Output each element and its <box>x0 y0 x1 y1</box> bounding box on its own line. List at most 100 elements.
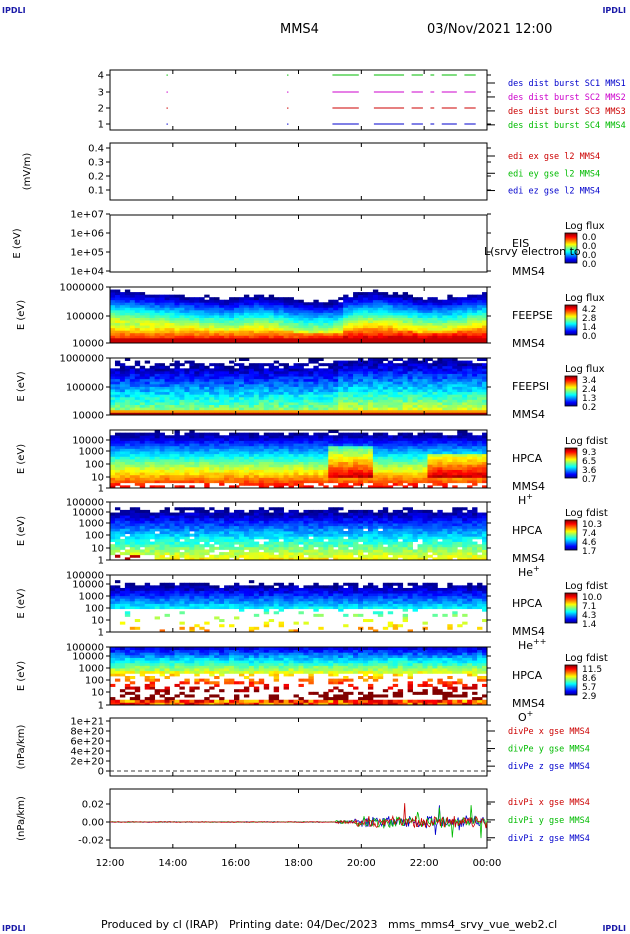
heatmap-cell <box>224 412 230 416</box>
heatmap-cell <box>159 443 165 447</box>
heatmap-cell <box>323 376 329 380</box>
heatmap-cell <box>219 477 225 481</box>
heatmap-cell <box>313 443 319 447</box>
heatmap-cell <box>447 461 453 465</box>
heatmap-cell <box>472 448 478 452</box>
heatmap-cell <box>159 461 165 465</box>
heatmap-cell <box>114 512 121 516</box>
heatmap-cell <box>387 469 394 473</box>
heatmap-cell <box>124 456 131 460</box>
heatmap-cell <box>417 378 423 382</box>
heatmap-cell <box>303 373 309 377</box>
heatmap-cell <box>278 381 285 385</box>
heatmap-cell <box>417 404 423 408</box>
heatmap-cell <box>204 309 210 313</box>
heatmap-cell <box>367 370 374 374</box>
heatmap-cell <box>288 451 294 455</box>
heatmap-cell <box>397 315 404 318</box>
heatmap-cell <box>199 363 205 367</box>
heatmap-cell <box>229 386 235 390</box>
heatmap-cell <box>184 309 190 313</box>
heatmap-cell <box>139 474 146 478</box>
heatmap-cell <box>382 485 389 489</box>
heatmap-cell <box>432 307 438 311</box>
heatmap-cell <box>124 466 131 470</box>
heatmap-cell <box>149 549 156 553</box>
heatmap-cell <box>174 412 180 416</box>
heatmap-cell <box>164 440 170 444</box>
heatmap-cell <box>417 448 423 452</box>
heatmap-cell <box>179 469 185 473</box>
heatmap-cell <box>234 297 240 301</box>
heatmap-cell <box>164 391 170 395</box>
heatmap-cell <box>323 368 329 372</box>
heatmap-cell <box>313 325 319 329</box>
heatmap-cell <box>144 337 151 341</box>
heatmap-cell <box>214 554 220 558</box>
heatmap-cell <box>238 299 245 303</box>
heatmap-cell <box>139 394 146 398</box>
heatmap-cell <box>308 315 314 318</box>
heatmap-cell <box>253 472 260 476</box>
heatmap-cell <box>248 389 255 393</box>
heatmap-cell <box>462 317 468 321</box>
heatmap-cell <box>397 445 404 449</box>
heatmap-cell <box>372 402 379 406</box>
heatmap-cell <box>199 512 205 516</box>
heatmap-cell <box>482 365 488 369</box>
heatmap-cell <box>422 412 428 416</box>
heatmap-cell <box>199 373 205 377</box>
heatmap-cell <box>442 376 448 380</box>
heatmap-cell <box>377 435 384 439</box>
heatmap-cell <box>432 302 438 306</box>
heatmap-cell <box>353 448 359 452</box>
heatmap-cell <box>472 309 478 313</box>
heatmap-cell <box>169 546 175 550</box>
heatmap-cell <box>323 456 329 460</box>
heatmap-cell <box>174 365 180 369</box>
heatmap-cell <box>358 466 364 470</box>
heatmap-cell <box>224 474 230 478</box>
heatmap-cell <box>382 456 389 460</box>
heatmap-cell <box>149 378 156 382</box>
heatmap-cell <box>293 402 299 406</box>
heatmap-cell <box>338 472 344 476</box>
heatmap-cell <box>144 360 151 364</box>
heatmap-cell <box>447 404 453 408</box>
heatmap-cell <box>119 512 126 516</box>
heatmap-cell <box>427 469 433 473</box>
heatmap-cell <box>397 299 404 303</box>
heatmap-cell <box>362 322 369 326</box>
heatmap-cell <box>273 451 280 455</box>
heatmap-cell <box>288 404 294 408</box>
heatmap-cell <box>199 525 205 529</box>
heatmap-cell <box>144 533 151 537</box>
heatmap-cell <box>164 378 170 382</box>
heatmap-cell <box>348 386 354 390</box>
heatmap-cell <box>263 391 270 395</box>
heatmap-cell <box>293 332 299 336</box>
heatmap-cell <box>482 456 488 460</box>
heatmap-cell <box>144 443 151 447</box>
heatmap-cell <box>283 445 289 449</box>
heatmap-cell <box>149 541 156 545</box>
heatmap-cell <box>258 482 265 486</box>
heatmap-cell <box>338 312 344 316</box>
heatmap-cell <box>194 453 200 457</box>
heatmap-cell <box>154 368 160 372</box>
heatmap-cell <box>194 448 200 452</box>
heatmap-cell <box>298 340 304 344</box>
heatmap-cell <box>224 317 230 321</box>
heatmap-cell <box>328 453 334 457</box>
heatmap-cell <box>367 340 374 344</box>
heatmap-cell <box>129 299 136 303</box>
heatmap-cell <box>343 381 349 385</box>
heatmap-cell <box>238 544 245 548</box>
heatmap-cell <box>333 335 339 339</box>
heatmap-cell <box>362 407 369 411</box>
heatmap-cell <box>452 320 458 324</box>
heatmap-cell <box>298 378 304 382</box>
heatmap-cell <box>144 312 151 316</box>
heatmap-cell <box>124 477 131 481</box>
heatmap-cell <box>234 435 240 439</box>
